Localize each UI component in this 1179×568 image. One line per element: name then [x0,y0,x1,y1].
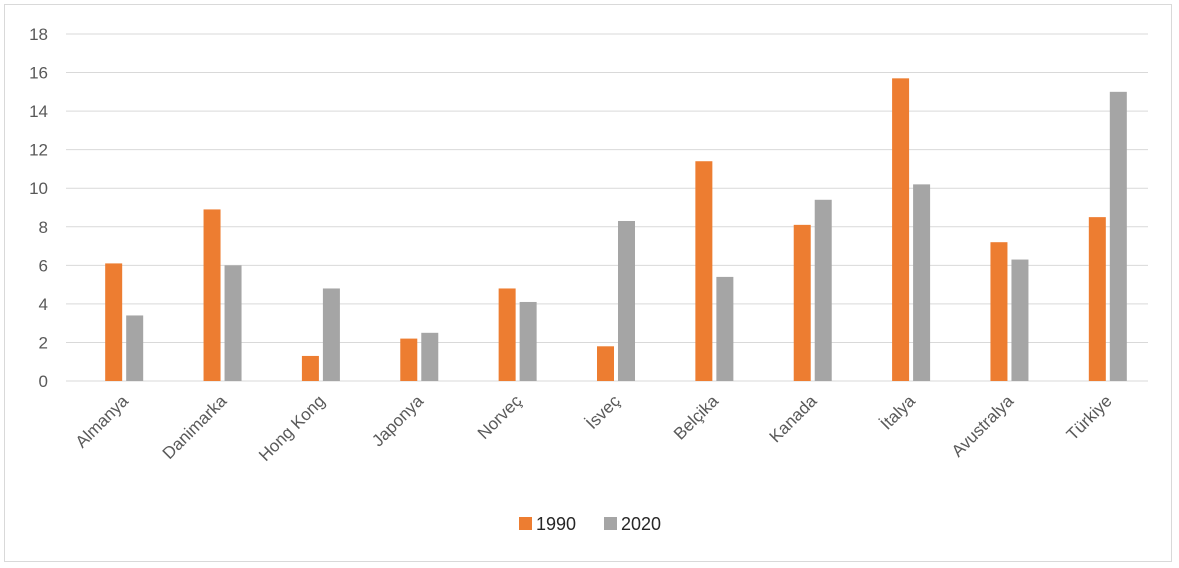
x-category-label: Türkiye [1063,391,1116,444]
bar-2020-1 [126,315,144,381]
x-axis-category-labels: Almanya Danimarka Hong Kong Japonya Norveç İs… [72,391,1116,465]
x-category-label: Danimarka [159,391,231,463]
y-tick-label: 8 [39,218,48,237]
x-category-label: Kanada [766,391,821,446]
legend-label: 2020 [621,514,661,534]
y-tick-label: 12 [29,141,48,160]
chart-frame [4,4,1172,562]
bar-2020-8 [814,199,832,381]
bar-2020-5 [519,301,537,381]
legend-label: 1990 [536,514,576,534]
y-tick-label: 10 [29,179,48,198]
bar-1990-1 [105,263,123,381]
x-category-label: İtalya [877,391,920,434]
legend-swatch [519,517,532,530]
bar-2020-7 [716,276,734,381]
x-category-label: Japonya [368,391,427,450]
bar-1990-10 [990,242,1008,381]
x-category-label: İsveç [582,391,624,433]
y-tick-label: 4 [39,295,48,314]
bar-1990-9 [892,78,910,381]
y-tick-label: 2 [39,333,48,352]
bar-1990-8 [793,224,811,381]
legend-swatch [604,517,617,530]
y-tick-label: 6 [39,256,48,275]
bar-2020-4 [421,332,439,381]
bar-2020-10 [1011,259,1029,381]
bar-1990-4 [400,338,418,381]
y-tick-label: 16 [29,64,48,83]
y-axis-tick-labels: 0 2 4 6 8 10 12 14 16 18 [29,25,48,391]
bar-2020-3 [322,288,340,381]
x-category-label: Hong Kong [255,391,329,465]
y-tick-label: 0 [39,372,48,391]
bar-1990-3 [301,355,319,381]
x-category-label: Avustralya [948,391,1018,461]
x-category-label: Norveç [474,391,526,443]
gridlines [66,33,1148,382]
bar-2020-6 [618,220,635,381]
x-category-label: Belçika [670,391,723,444]
bars [105,78,1127,381]
bar-2020-11 [1109,91,1127,381]
bar-1990-7 [695,161,713,381]
bar-1990-2 [203,209,221,381]
x-category-label: Almanya [72,391,133,452]
bar-2020-9 [913,184,931,381]
legend-item-2020: 2020 [604,514,661,534]
bar-1990-6 [597,346,614,381]
y-tick-label: 18 [29,25,48,44]
legend-item-1990: 1990 [519,514,576,534]
bar-1990-11 [1088,217,1106,381]
bar-1990-5 [498,288,516,381]
legend: 1990 2020 [519,514,661,534]
bar-2020-2 [224,265,242,381]
y-tick-label: 14 [29,102,48,121]
